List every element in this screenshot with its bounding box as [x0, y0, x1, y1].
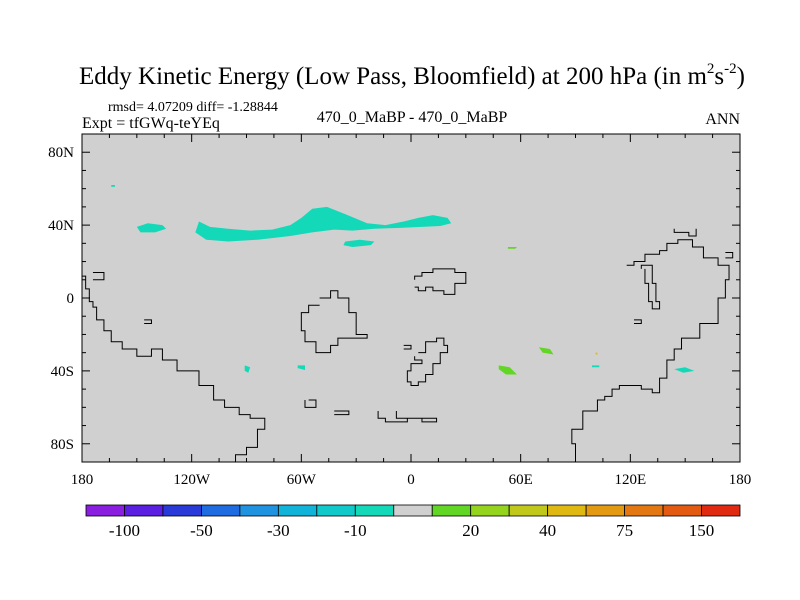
x-tick-label: 0	[407, 472, 415, 488]
region-indian-dot	[595, 352, 598, 355]
colorbar-label: -50	[190, 521, 213, 540]
colorbar-swatch	[201, 504, 241, 517]
colorbar: -100 -50 -30 -10 20 40 75 150	[85, 504, 741, 540]
colorbar-swatch	[585, 504, 625, 517]
title-units-sup2: -2	[724, 61, 737, 77]
colorbar-label: -30	[267, 521, 290, 540]
region-atlantic-patch	[343, 239, 375, 247]
svg-text:Eddy Kinetic Energy (Low Pass,: Eddy Kinetic Energy (Low Pass, Bloomfiel…	[79, 61, 745, 90]
colorbar-swatch	[239, 504, 279, 517]
rmsd-label: rmsd= 4.07209 diff= -1.28844	[108, 100, 278, 115]
coastline-asia-bit	[633, 319, 642, 325]
colorbar-swatch	[470, 504, 510, 517]
region-south-pacific-patch-a	[244, 365, 251, 373]
colorbar-swatch	[393, 504, 433, 517]
colorbar-swatch	[431, 504, 472, 517]
colorbar-swatch	[508, 504, 549, 517]
region-south-indian-patch-a	[498, 365, 518, 375]
x-tick-label: 120E	[614, 472, 646, 488]
colorbar-swatch	[162, 504, 202, 517]
coastline-japan-island	[673, 228, 697, 237]
season-label: ANN	[705, 111, 740, 128]
coastline-small-island-a	[304, 399, 317, 408]
colorbar-label: 75	[616, 521, 633, 540]
y-tick-label: 80S	[51, 437, 74, 453]
chart-title-text: Eddy Kinetic Energy (Low Pass, Bloomfiel…	[79, 63, 707, 90]
colorbar-label: 40	[539, 521, 556, 540]
map-plot-area: 180 120W 60W 0 60E 120E 180 80N 40N 0 40S 80S	[48, 133, 751, 488]
title-units-sup1: 2	[707, 61, 715, 77]
coastline-southern-strip	[377, 410, 438, 423]
colorbar-swatch	[547, 504, 587, 517]
expt-label: Expt = tfGWq-teYEq	[82, 115, 220, 132]
coastline-antarctic-coast	[235, 239, 730, 463]
x-tick-label: 180	[729, 472, 752, 488]
chart-title: Eddy Kinetic Energy (Low Pass, Bloomfiel…	[79, 61, 745, 90]
colorbar-label: -10	[344, 521, 367, 540]
coastline-madagascar-like	[403, 344, 412, 350]
region-pacific-dot	[111, 185, 115, 187]
colorbar-swatch	[354, 504, 395, 517]
title-units-close: )	[737, 63, 745, 90]
coastlines	[82, 228, 734, 463]
colorbar-label: 150	[689, 521, 715, 540]
coastline-india-peninsula	[640, 264, 661, 310]
coastline-india-like	[144, 319, 152, 325]
x-tick-label: 120W	[173, 472, 211, 488]
colorbar-swatch	[662, 504, 702, 517]
x-tick-label: 180	[71, 472, 94, 488]
colorbar-swatch	[85, 504, 125, 517]
coastline-small-island-b	[334, 410, 350, 416]
region-tasman-patch	[674, 367, 695, 373]
region-south-indian-patch-b	[538, 347, 554, 355]
colorbar-label: 20	[462, 521, 479, 540]
colorbar-swatch	[124, 504, 164, 517]
region-australia-dot	[591, 365, 600, 368]
y-tick-label: 40N	[48, 218, 74, 234]
y-tick-label: 0	[67, 291, 75, 307]
title-units-mid: s	[714, 63, 724, 90]
region-arabian-patch	[507, 246, 518, 249]
colorbar-swatch	[624, 504, 664, 517]
anomaly-regions	[111, 185, 695, 375]
y-tick-label: 40S	[51, 364, 74, 380]
y-tick-label: 80N	[48, 145, 74, 161]
colorbar-swatch	[701, 504, 741, 517]
region-pacific-patch	[136, 223, 167, 233]
coastline-north-america-west-coast	[82, 275, 266, 462]
coastline-alaska-bit	[92, 271, 105, 281]
coastline-africa-interior	[300, 290, 368, 354]
axis-ticks: 180 120W 60W 0 60E 120E 180 80N 40N 0 40S 80S	[48, 134, 751, 488]
map-background	[82, 134, 740, 462]
center-label: 470_0_MaBP - 470_0_MaBP	[317, 109, 508, 126]
coastline-south-america-like	[406, 337, 449, 386]
coastline-africa-east	[414, 268, 467, 295]
region-south-pacific-patch-b	[297, 365, 305, 370]
x-tick-label: 60W	[287, 472, 317, 488]
region-nh-jet-band	[195, 206, 452, 242]
coastline-east-asia-bit	[725, 251, 734, 259]
colorbar-swatch	[277, 504, 318, 517]
x-tick-label: 60E	[509, 472, 533, 488]
colorbar-swatch	[316, 504, 356, 517]
colorbar-label: -100	[109, 521, 140, 540]
